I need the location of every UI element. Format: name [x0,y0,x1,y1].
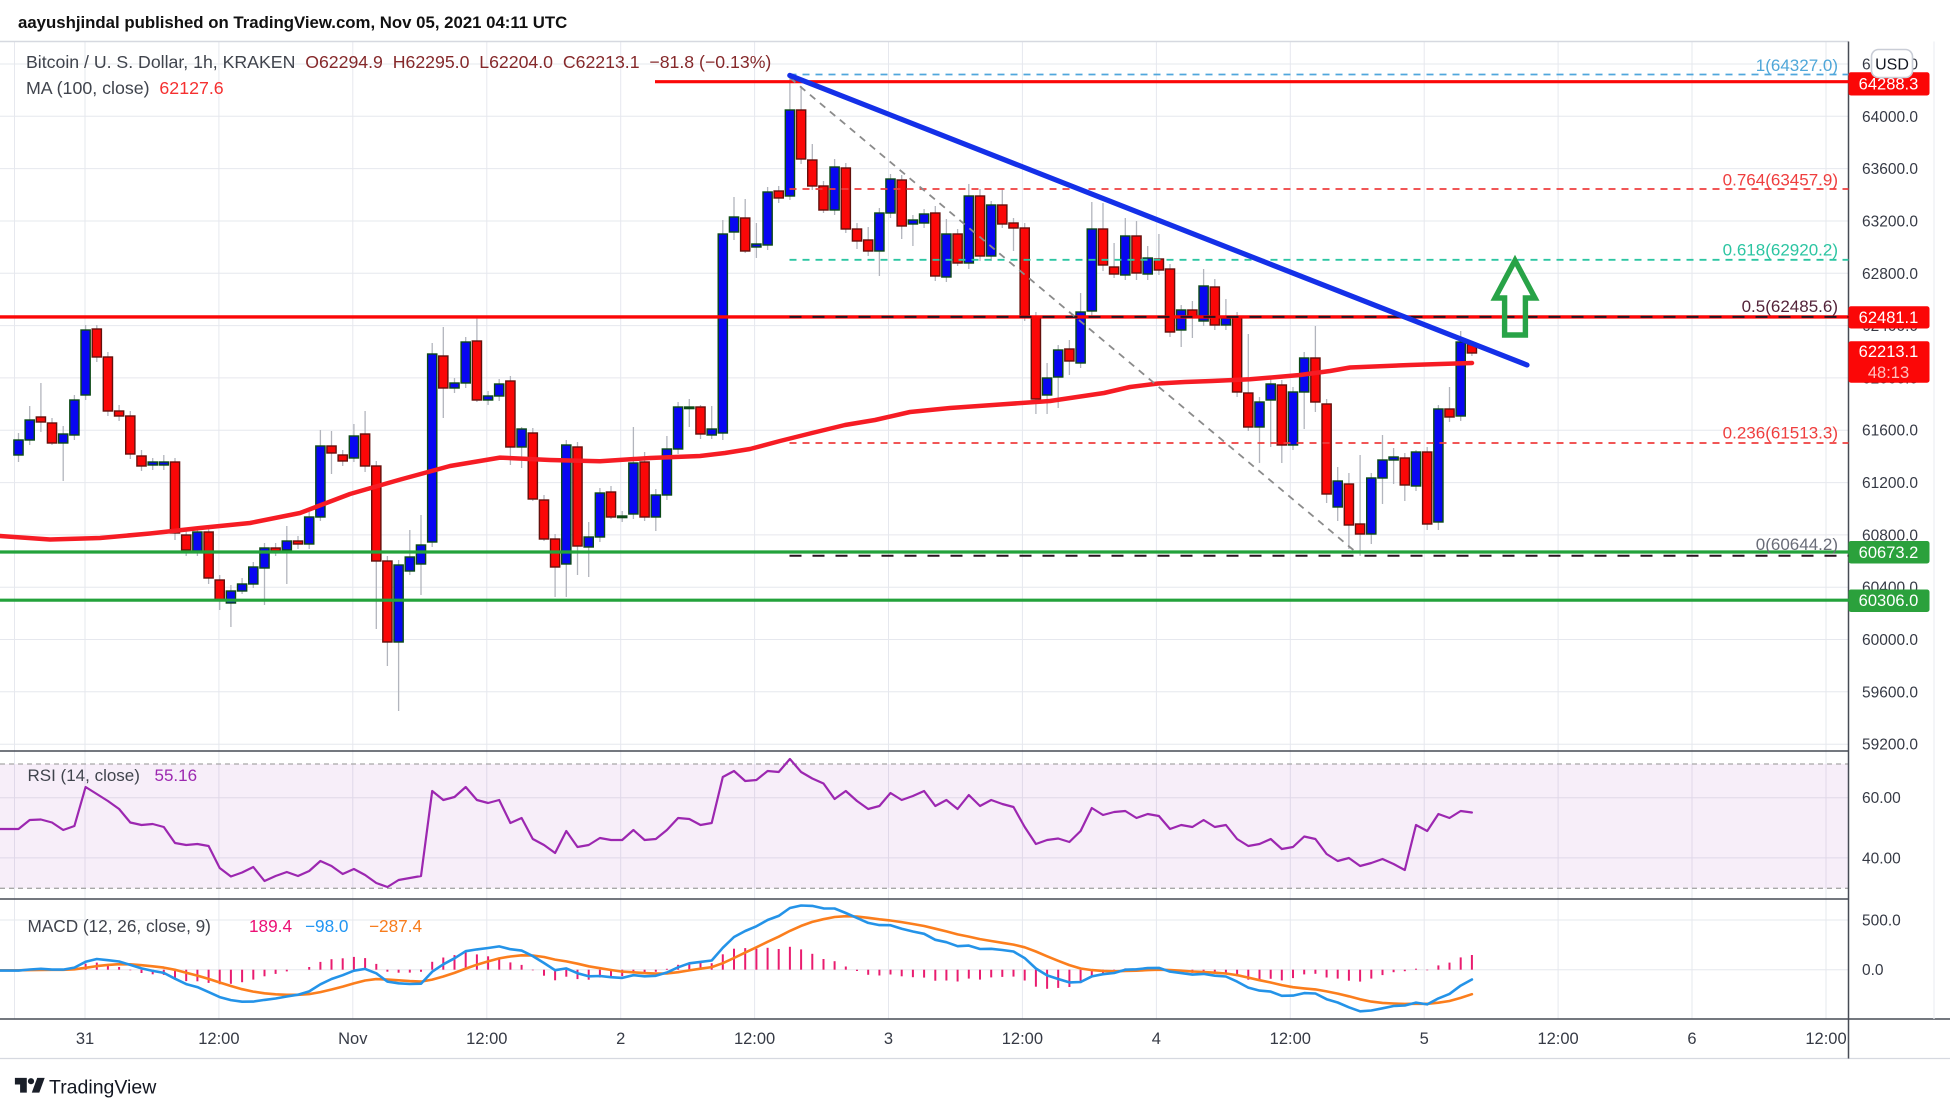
svg-text:63600.0: 63600.0 [1862,161,1918,178]
svg-text:59200.0: 59200.0 [1862,737,1918,754]
svg-text:12:00: 12:00 [198,1030,239,1048]
svg-text:0.5(62485.6): 0.5(62485.6) [1742,297,1838,316]
svg-text:64000.0: 64000.0 [1862,109,1918,126]
svg-text:12:00: 12:00 [734,1030,775,1048]
svg-text:MACD (12, 26, close, 9): MACD (12, 26, close, 9) [28,916,211,936]
svg-text:1(64327.0): 1(64327.0) [1756,56,1838,75]
svg-text:0.236(61513.3): 0.236(61513.3) [1723,424,1838,443]
svg-text:62481.1: 62481.1 [1859,309,1919,327]
svg-text:63200.0: 63200.0 [1862,214,1918,231]
svg-text:60.00: 60.00 [1862,790,1901,807]
svg-text:31: 31 [76,1030,94,1048]
svg-text:64288.3: 64288.3 [1859,75,1919,93]
svg-text:12:00: 12:00 [466,1030,507,1048]
svg-text:60800.0: 60800.0 [1862,527,1918,544]
svg-text:0(60644.2): 0(60644.2) [1756,535,1838,554]
svg-text:48:13: 48:13 [1868,364,1909,382]
svg-text:189.4: 189.4 [249,916,292,936]
svg-text:2: 2 [616,1030,625,1048]
svg-text:0.764(63457.9): 0.764(63457.9) [1723,171,1838,190]
svg-text:60306.0: 60306.0 [1859,592,1919,610]
svg-text:−287.4: −287.4 [369,916,422,936]
svg-text:12:00: 12:00 [1805,1030,1846,1048]
svg-text:60673.2: 60673.2 [1859,544,1919,562]
svg-text:TradingView: TradingView [49,1077,157,1099]
svg-text:12:00: 12:00 [1537,1030,1578,1048]
svg-text:61200.0: 61200.0 [1862,475,1918,492]
svg-text:55.16: 55.16 [155,766,198,785]
svg-text:5: 5 [1420,1030,1429,1048]
svg-text:3: 3 [884,1030,893,1048]
svg-text:RSI (14, close): RSI (14, close) [28,766,140,785]
svg-text:12:00: 12:00 [1002,1030,1043,1048]
svg-text:12:00: 12:00 [1270,1030,1311,1048]
svg-text:aayushjindal published on Trad: aayushjindal published on TradingView.co… [18,13,567,32]
svg-text:−98.0: −98.0 [305,916,349,936]
svg-text:62213.1: 62213.1 [1859,343,1919,361]
svg-text:59600.0: 59600.0 [1862,684,1918,701]
svg-text:4: 4 [1152,1030,1161,1048]
svg-text:62800.0: 62800.0 [1862,266,1918,283]
svg-text:0.0: 0.0 [1862,962,1884,979]
svg-text:Bitcoin / U. S. Dollar, 1h, KR: Bitcoin / U. S. Dollar, 1h, KRAKEN O6229… [26,52,771,72]
svg-text:MA (100, close) 62127.6: MA (100, close) 62127.6 [26,78,224,98]
svg-text:60000.0: 60000.0 [1862,632,1918,649]
svg-text:0.618(62920.2): 0.618(62920.2) [1723,241,1838,260]
svg-text:Nov: Nov [338,1030,368,1048]
svg-text:6: 6 [1687,1030,1696,1048]
svg-text:500.0: 500.0 [1862,913,1901,930]
svg-text:40.00: 40.00 [1862,850,1901,867]
svg-text:61600.0: 61600.0 [1862,423,1918,440]
svg-text:USD: USD [1875,57,1909,74]
